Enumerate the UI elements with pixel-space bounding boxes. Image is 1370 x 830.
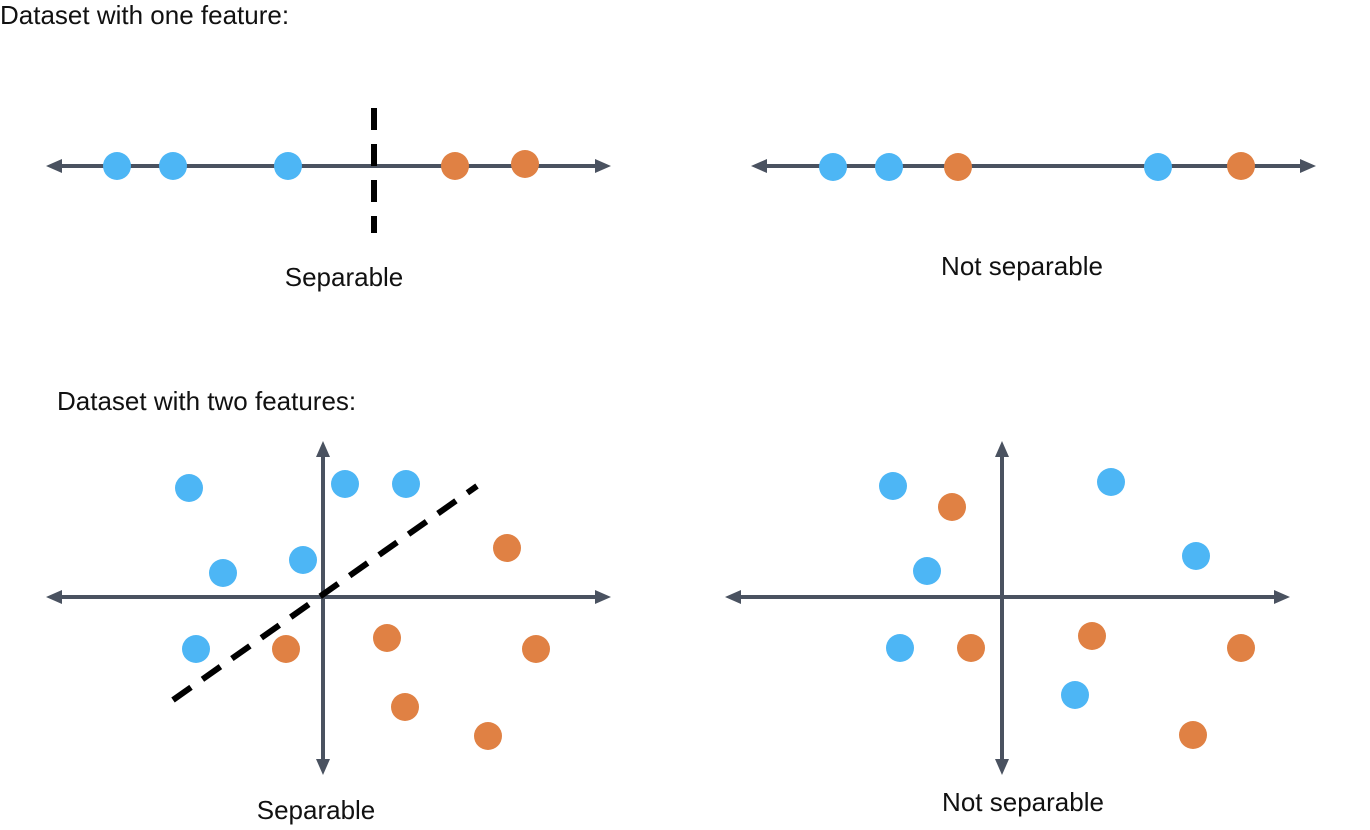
panel-3-y-axis [316, 441, 330, 775]
down-arrow-icon [995, 759, 1009, 775]
class-a-point [392, 470, 420, 498]
section-title-two-features: Dataset with two features: [57, 386, 357, 416]
panel-3-caption: Separable [256, 795, 376, 825]
class-a-point [1144, 153, 1172, 181]
class-a-point [274, 152, 302, 180]
class-b-point [511, 150, 539, 178]
class-b-point [1227, 634, 1255, 662]
panel-1-caption: Separable [284, 262, 404, 292]
class-b-point [1078, 622, 1106, 650]
class-b-point [938, 493, 966, 521]
panel-4-caption: Not separable [942, 787, 1104, 817]
class-b-point [373, 624, 401, 652]
panel-4-two-features-not-separable [725, 441, 1290, 775]
down-arrow-icon [316, 759, 330, 775]
class-b-point [493, 534, 521, 562]
class-a-point [886, 634, 914, 662]
right-arrow-icon [595, 590, 611, 604]
up-arrow-icon [995, 441, 1009, 457]
class-a-point [913, 557, 941, 585]
class-b-point [522, 635, 550, 663]
class-a-point [819, 153, 847, 181]
panel-2-caption: Not separable [941, 251, 1103, 281]
panel-4-y-axis [995, 441, 1009, 775]
class-a-point [103, 152, 131, 180]
panel-2-x-axis [751, 159, 1316, 173]
class-b-point [944, 153, 972, 181]
class-a-point [159, 152, 187, 180]
panel-4-x-axis [725, 590, 1290, 604]
panel-1-x-axis [46, 159, 611, 173]
left-arrow-icon [751, 159, 767, 173]
right-arrow-icon [1274, 590, 1290, 604]
class-a-point [182, 635, 210, 663]
class-a-point [331, 470, 359, 498]
left-arrow-icon [725, 590, 741, 604]
right-arrow-icon [595, 159, 611, 173]
left-arrow-icon [46, 159, 62, 173]
class-b-point [441, 152, 469, 180]
class-a-point [875, 153, 903, 181]
up-arrow-icon [316, 441, 330, 457]
decision-boundary [171, 483, 479, 703]
left-arrow-icon [46, 590, 62, 604]
class-b-point [957, 634, 985, 662]
class-a-point [209, 559, 237, 587]
section-title-one-feature: Dataset with one feature: [0, 0, 290, 30]
panel-3-two-features-separable [46, 441, 611, 775]
panel-2-one-feature-not-separable [751, 152, 1316, 181]
right-arrow-icon [1300, 159, 1316, 173]
class-b-point [272, 635, 300, 663]
class-a-point [1097, 468, 1125, 496]
class-a-point [175, 474, 203, 502]
class-b-point [1179, 721, 1207, 749]
class-b-point [1227, 152, 1255, 180]
panel-1-one-feature-separable [46, 108, 611, 233]
class-a-point [1182, 542, 1210, 570]
class-a-point [1061, 681, 1089, 709]
class-b-point [391, 693, 419, 721]
class-a-point [289, 546, 317, 574]
panel-3-x-axis [46, 590, 611, 604]
class-b-point [474, 722, 502, 750]
class-a-point [879, 472, 907, 500]
